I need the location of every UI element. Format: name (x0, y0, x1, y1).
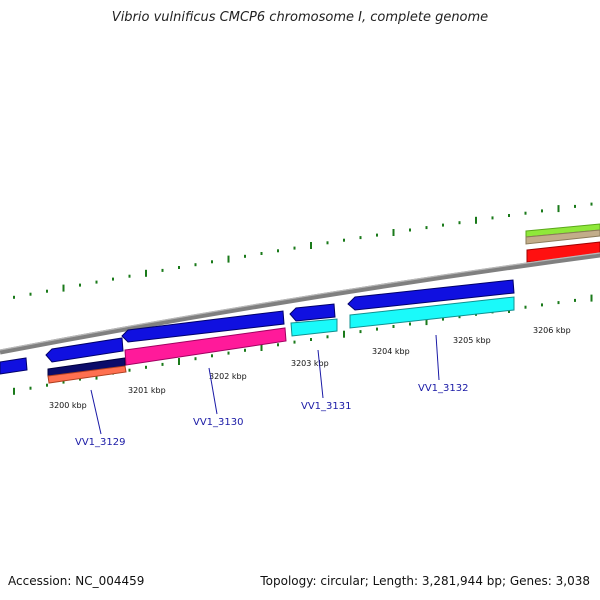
cds-arrow (289, 303, 336, 322)
label-line (90, 389, 102, 435)
cds-arrow (0, 357, 28, 375)
feature-cyan (349, 296, 515, 329)
tick-label: 3204 kbp (372, 347, 410, 356)
cds-arrow (347, 279, 515, 311)
feature-tan (525, 229, 600, 245)
tick-label: 3203 kbp (291, 359, 329, 368)
accession-text: Accession: NC_004459 (8, 574, 145, 588)
gene-label: VV1_3130 (193, 417, 244, 428)
genome-backbone (0, 252, 600, 355)
feature-salmon (47, 365, 127, 384)
tick-label: 3202 kbp (209, 372, 247, 381)
label-line (208, 367, 218, 415)
forward-cds-track (0, 279, 515, 375)
scale-ticks: 3200 kbp 3201 kbp 3202 kbp 3203 kbp 3204… (49, 326, 571, 410)
gene-label: VV1_3129 (75, 437, 126, 448)
gene-labels: VV1_3129 VV1_3130 VV1_3131 VV1_3132 (75, 334, 469, 448)
gene-label: VV1_3132 (418, 383, 469, 394)
tick-label: 3205 kbp (453, 336, 491, 345)
secondary-cds-track (47, 296, 515, 384)
topology-summary: Topology: circular; Length: 3,281,944 bp… (260, 574, 590, 588)
gene-label: VV1_3131 (301, 401, 352, 412)
label-line (317, 349, 324, 399)
feature-cyan (290, 318, 338, 337)
label-line (435, 334, 440, 381)
map-title: Vibrio vulnificus CMCP6 chromosome I, co… (111, 10, 489, 25)
tick-label: 3201 kbp (128, 386, 166, 395)
cds-arrow (121, 310, 285, 343)
tick-label: 3200 kbp (49, 401, 87, 410)
feature-magenta (124, 327, 287, 366)
gc-skew-row-upper (13, 202, 593, 299)
feature-green (525, 223, 600, 238)
tick-label: 3206 kbp (533, 326, 571, 335)
cds-arrow (45, 337, 124, 363)
